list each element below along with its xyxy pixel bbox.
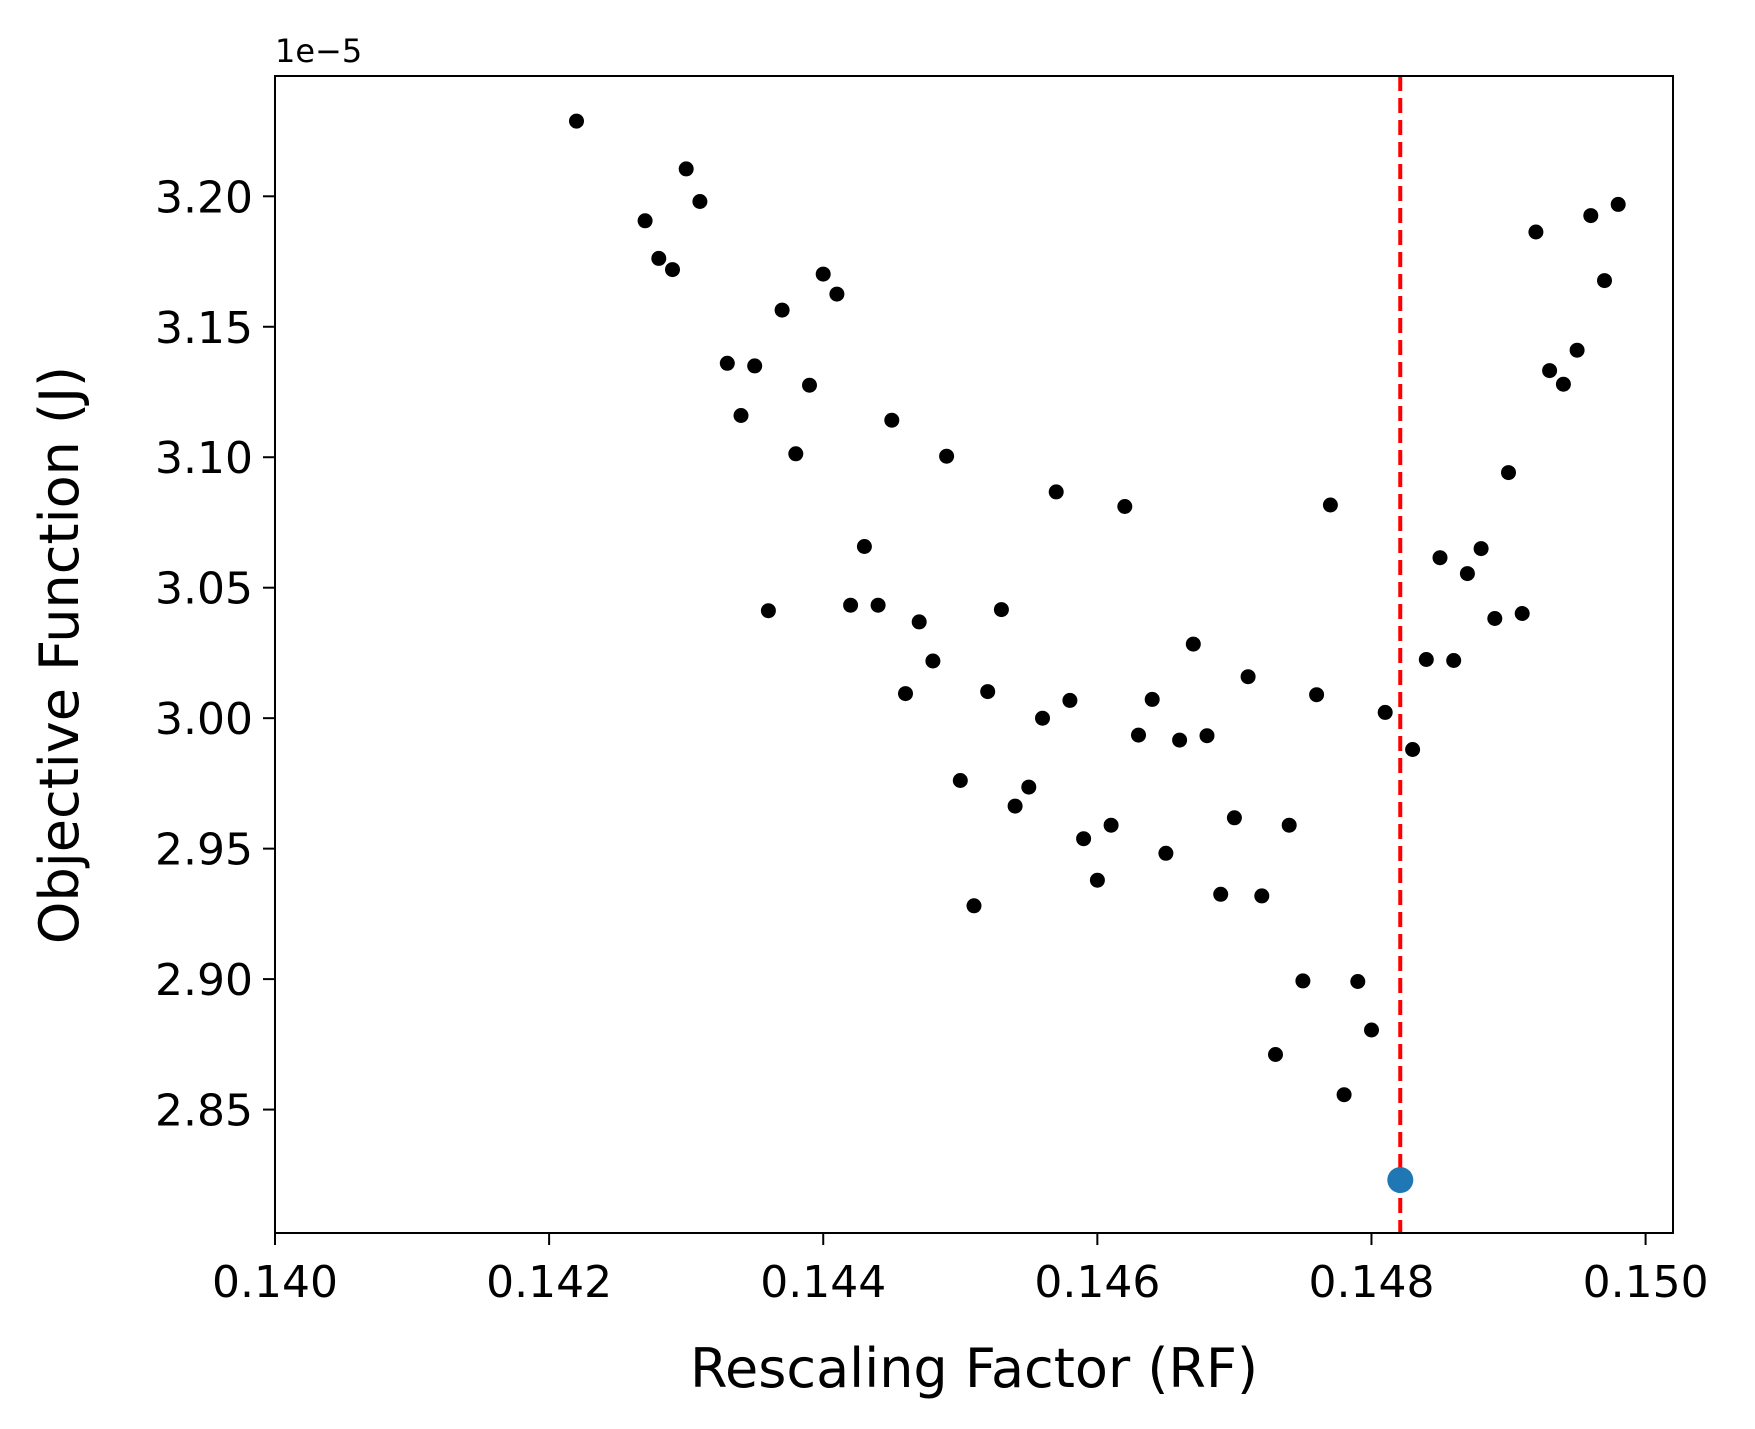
x-tick-label: 0.148 [1308,1257,1434,1308]
y-tick-label: 2.95 [155,825,253,876]
y-offset-label: 1e−5 [275,32,362,70]
data-point [1199,728,1215,744]
data-point [925,653,941,669]
y-tick-label: 2.90 [155,955,253,1006]
highlight-point [1387,1167,1414,1193]
data-point [939,448,955,464]
data-point [1487,611,1503,626]
data-point [747,358,763,374]
data-point [1569,342,1585,358]
data-point [966,898,982,914]
data-point [1295,973,1311,989]
x-axis: 0.140 0.142 0.144 0.146 0.148 0.150 [212,1233,1709,1308]
data-point [980,684,996,700]
data-point [1597,273,1612,289]
y-tick-label: 2.85 [155,1086,253,1137]
data-point [1103,817,1119,833]
data-point [1377,704,1393,720]
data-point [843,597,859,613]
data-point [856,539,872,554]
data-point [1226,810,1242,826]
x-tick-label: 0.150 [1583,1257,1709,1308]
x-tick-label: 0.142 [486,1257,612,1308]
data-point [1172,732,1188,748]
data-point [1048,484,1064,500]
data-point [993,602,1009,618]
data-point [1309,687,1325,703]
data-point [1432,550,1448,566]
data-point [911,614,927,630]
x-axis-label: Rescaling Factor (RF) [690,1337,1258,1400]
data-point [1254,888,1270,904]
data-point [884,412,900,428]
data-point [1268,1047,1283,1062]
y-tick-label: 3.05 [155,564,253,615]
data-point [1117,499,1133,514]
data-point [815,266,831,282]
y-tick-label: 3.10 [155,433,253,484]
data-point [733,408,749,423]
data-point [774,302,790,318]
data-point [1185,636,1201,652]
plot-frame [274,75,1674,1234]
data-point [1542,363,1558,379]
data-point [637,213,653,229]
plot-marks [569,76,1626,1233]
data-point [829,286,845,302]
x-tick-label: 0.140 [212,1257,338,1308]
data-point [1473,541,1489,557]
data-point [1459,566,1475,582]
data-point [1555,376,1571,392]
y-tick-label: 3.20 [155,172,253,223]
data-point [1158,845,1174,861]
data-point [898,686,913,702]
data-point [1446,653,1462,668]
data-point [1405,742,1421,757]
data-point [870,597,886,613]
data-point [1336,1087,1352,1103]
data-point [1350,974,1366,989]
data-point [1131,727,1146,743]
data-point [1610,196,1626,212]
y-axis-label: Objective Function (J) [28,366,91,944]
data-point [788,446,804,462]
x-tick-label: 0.146 [1034,1257,1160,1308]
x-tick-label: 0.144 [760,1257,886,1308]
data-point [1501,465,1516,481]
data-point [1364,1022,1379,1038]
data-point [802,377,817,393]
data-point [1514,606,1530,621]
y-axis: 2.85 2.90 2.95 3.00 3.05 3.10 3.15 3.20 [155,172,275,1137]
data-point [569,113,584,129]
data-point [1583,208,1599,224]
data-point [760,603,776,619]
data-point [952,773,968,788]
y-tick-label: 3.15 [155,303,253,354]
data-point [1528,224,1544,240]
data-point [1089,872,1105,888]
data-point [1144,691,1160,707]
data-point [1213,886,1229,902]
data-point [651,250,667,266]
data-point [1021,779,1037,795]
y-tick-label: 3.00 [155,694,253,745]
data-point [1076,831,1092,847]
data-point [1240,669,1256,685]
data-point [1418,652,1434,667]
data-point [1007,798,1023,814]
data-point [1281,817,1297,833]
data-point [1035,710,1050,726]
data-point [665,262,680,278]
data-point [1322,497,1338,513]
data-point [692,194,708,209]
data-point [1062,692,1078,708]
data-point [719,355,735,371]
data-point [678,161,694,177]
